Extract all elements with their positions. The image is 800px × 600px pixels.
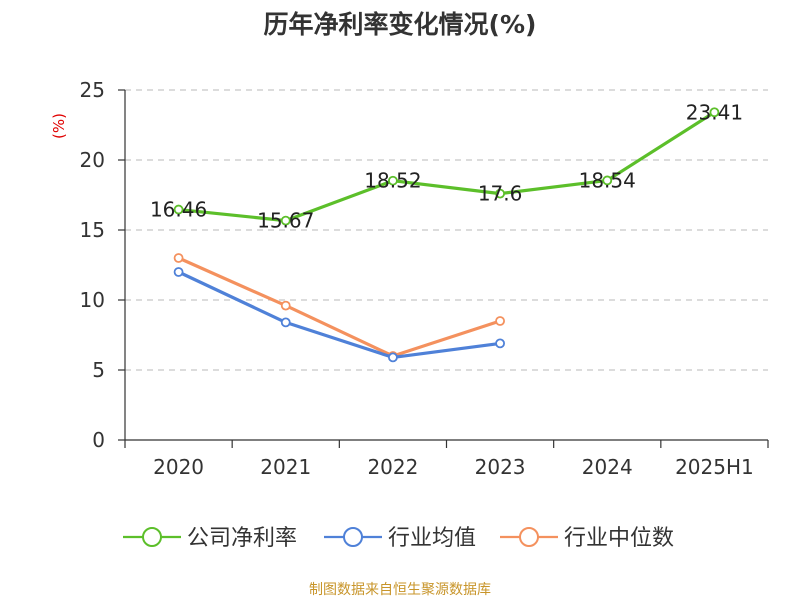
legend-swatch-marker [343,527,363,547]
data-point [388,175,398,186]
data-point [495,188,505,199]
series-line [176,110,717,223]
data-point [173,253,184,263]
data-label: 18.54 [579,168,636,192]
legend-label: 行业均值 [388,526,476,551]
data-point [280,317,291,328]
x-tick-label: 2023 [475,455,526,479]
y-axis-unit: (%) [50,113,68,139]
series-group [173,107,720,363]
data-point [388,352,398,363]
data-label: 16.46 [150,198,207,222]
data-label: 23.41 [686,100,743,124]
data-labels: 16.46 15.67 18.52 17.6 18.54 23.41 [150,100,743,232]
y-tick-label: 0 [92,428,105,452]
data-point [173,204,184,215]
data-point [280,300,291,311]
legend-swatch-marker [519,527,539,547]
data-point [495,316,505,326]
x-tick-label: 2021 [260,455,311,479]
source-note: 制图数据来自恒生聚源数据库 [309,582,491,598]
y-tick-label: 20 [80,148,105,172]
series-line [176,256,502,358]
legend-label: 公司净利率 [187,526,297,551]
data-point [709,107,720,118]
x-tick-label: 2025H1 [675,455,754,479]
series-line [176,270,502,359]
data-point [495,338,505,349]
axes: 0 5 10 15 20 25 2020 2021 2022 2023 2024 2025H1 [80,78,769,479]
data-label: 17.6 [478,182,523,206]
x-tick-label: 2022 [367,455,418,479]
y-tick-label: 5 [92,358,105,382]
x-tick-label: 2024 [582,455,633,479]
chart-title: 历年净利率变化情况(%) [264,10,537,39]
data-label: 15.67 [257,209,314,233]
x-tick-label: 2020 [153,455,204,479]
y-tick-label: 25 [80,78,105,102]
legend-swatch-marker [142,527,162,547]
gridlines [125,89,768,371]
data-point [602,175,613,186]
legend: 公司净利率 行业均值 行业中位数 [123,526,674,551]
data-point [173,267,184,277]
data-label: 18.52 [364,169,421,193]
y-tick-label: 10 [80,288,105,312]
data-point [280,215,291,226]
y-tick-label: 15 [80,218,105,242]
legend-label: 行业中位数 [564,526,674,551]
